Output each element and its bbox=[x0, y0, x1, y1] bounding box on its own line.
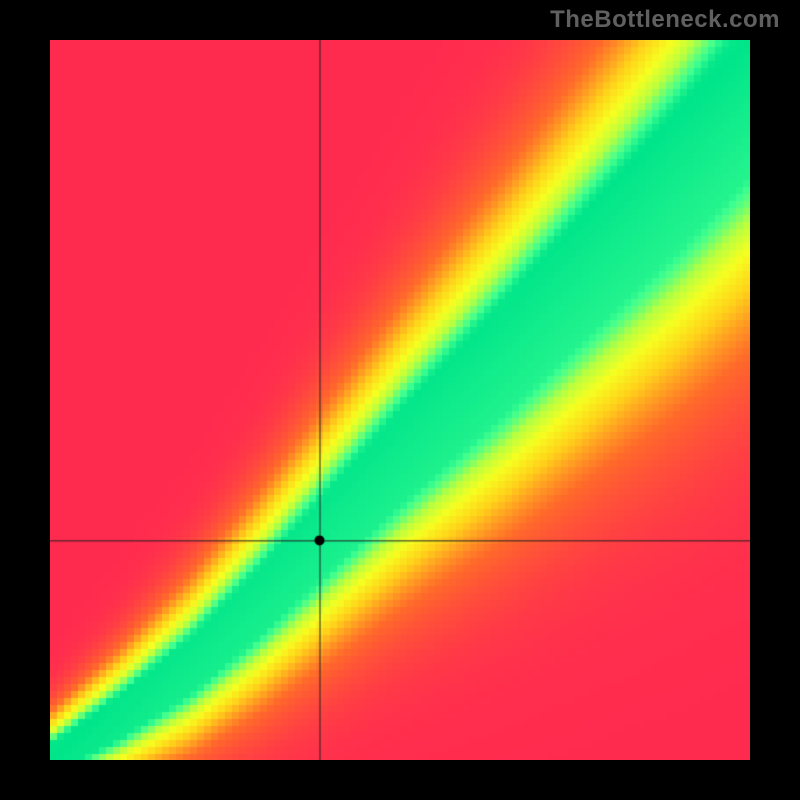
bottleneck-heatmap bbox=[50, 40, 750, 760]
watermark-text: TheBottleneck.com bbox=[550, 6, 780, 34]
chart-container: TheBottleneck.com bbox=[0, 0, 800, 800]
